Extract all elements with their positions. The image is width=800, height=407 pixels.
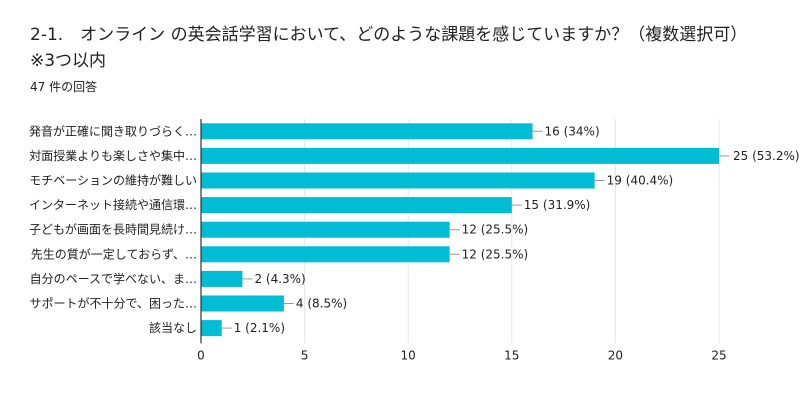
category-label: サポートが不十分で、困った… <box>29 296 197 311</box>
category-label: 自分のペースで学べない、ま… <box>30 271 197 286</box>
bar <box>201 221 450 238</box>
category-label: モチベーションの維持が難しい <box>29 173 197 188</box>
bar <box>201 147 719 164</box>
bar <box>201 123 533 140</box>
bar <box>201 197 512 214</box>
question-subtitle: ※3つ以内 <box>30 51 107 71</box>
category-label: 対面授業よりも楽しさや集中… <box>29 148 197 163</box>
category-label: 発音が正確に聞き取りづらく… <box>29 123 197 138</box>
x-tick-label: 20 <box>608 348 623 362</box>
category-label: 先生の質が一定しておらず、… <box>31 246 197 261</box>
category-label: 該当なし <box>149 320 197 335</box>
category-label: インターネット接続や通信環… <box>29 197 197 212</box>
data-label: 12 (25.5%) <box>462 247 529 261</box>
x-tick-label: 25 <box>711 348 726 362</box>
x-tick-label: 15 <box>504 348 519 362</box>
data-label: 19 (40.4%) <box>607 174 674 188</box>
bar <box>201 270 243 287</box>
bar <box>201 320 222 337</box>
data-label: 12 (25.5%) <box>462 223 529 237</box>
data-label: 2 (4.3%) <box>254 272 305 286</box>
question-header: 2-1. オンライン の英会話学習において、どのような課題を感じていますか？（複… <box>30 22 800 96</box>
x-tick-label: 5 <box>301 348 309 362</box>
bar <box>201 295 284 312</box>
response-count: 47 件の回答 <box>30 80 98 94</box>
question-title: 2-1. オンライン の英会話学習において、どのような課題を感じていますか？（複… <box>30 25 748 45</box>
bar <box>201 246 450 263</box>
data-label: 1 (2.1%) <box>234 321 285 335</box>
category-label: 子どもが画面を長時間見続け… <box>29 222 197 237</box>
data-label: 25 (53.2%) <box>733 149 800 163</box>
x-tick-label: 0 <box>197 348 205 362</box>
data-label: 16 (34%) <box>545 124 600 138</box>
data-label: 4 (8.5%) <box>296 297 347 311</box>
data-label: 15 (31.9%) <box>524 198 591 212</box>
bar <box>201 172 595 189</box>
x-tick-label: 10 <box>401 348 416 362</box>
